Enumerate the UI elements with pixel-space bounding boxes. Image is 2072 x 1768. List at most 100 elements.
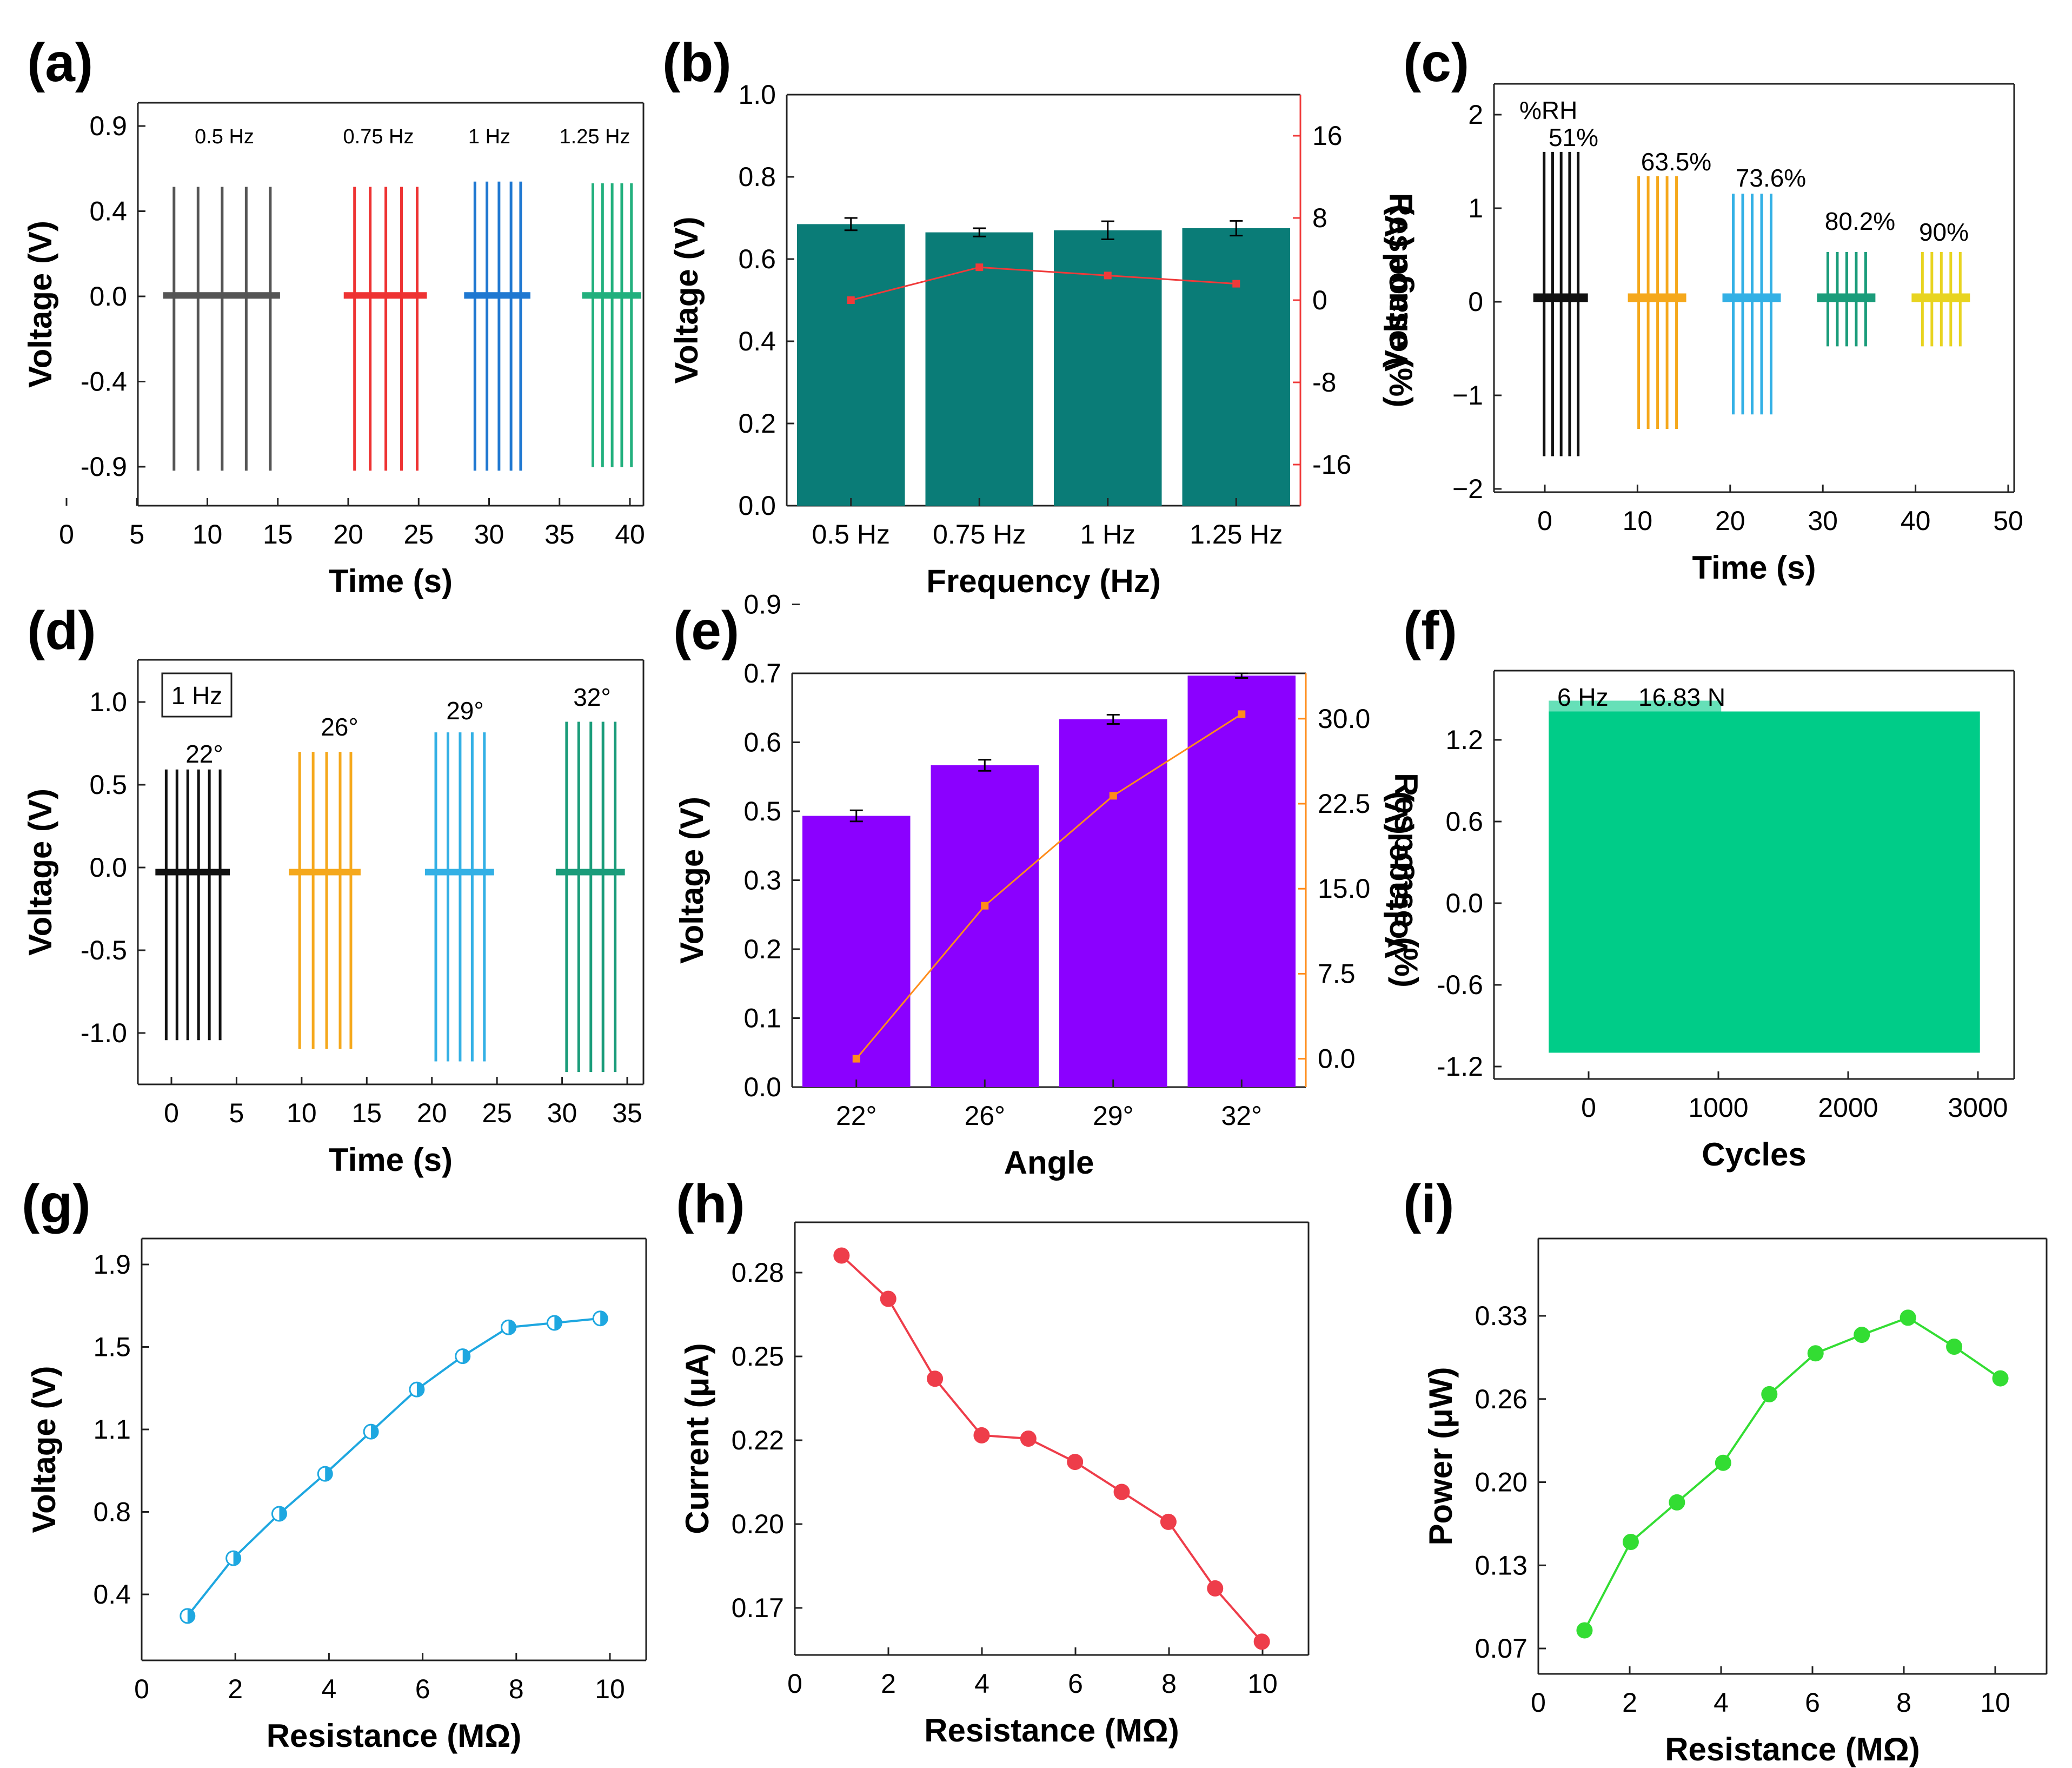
data-point (1207, 1580, 1224, 1597)
y-tick-label: 0.9 (89, 111, 127, 141)
series-22- (155, 769, 230, 1041)
y-tick-label: 0.17 (732, 1593, 784, 1623)
panel-f: (f) 0 1000 2000 3000 1.2 0.6 0.0 -0.6 -1.2 Cycles V… (1378, 600, 2015, 1173)
data-point (973, 1427, 990, 1443)
y-right-tick-label: 8 (1312, 203, 1327, 233)
y-right-tick-label: 0.0 (1318, 1044, 1356, 1074)
y-tick-label: 0.4 (93, 1579, 131, 1610)
response-point (975, 263, 984, 272)
data-point (1992, 1370, 2009, 1387)
panel-label: (b) (662, 32, 732, 93)
x-axis-title: Resistance (MΩ) (1665, 1731, 1920, 1767)
frequency-annotation: 6 Hz (1557, 683, 1609, 711)
panel-label: (e) (673, 600, 739, 661)
data-point (1067, 1454, 1084, 1471)
y-tick-label: 0.5 (89, 770, 127, 800)
data-point (1761, 1386, 1778, 1402)
series-73-6- (1722, 194, 1781, 415)
y-tick-label: 1.0 (89, 687, 127, 717)
panel-label: (c) (1403, 32, 1469, 93)
x-axis-title: Frequency (Hz) (926, 563, 1160, 599)
x-tick-label: 40 (615, 519, 645, 549)
y-tick-label: 0.25 (732, 1341, 784, 1372)
y-tick-label: −2 (1452, 474, 1483, 504)
y-tick-label: 0.3 (743, 865, 781, 896)
data-point-half (508, 1320, 516, 1335)
x-tick-label: 20 (333, 519, 363, 549)
data-point-half (187, 1608, 195, 1623)
x-tick-label: 40 (1901, 506, 1931, 536)
series-1-25-hz (582, 183, 641, 467)
x-tick-label: 5 (129, 519, 144, 549)
y-tick-label: 1 (1468, 193, 1483, 223)
x-axis-title: Time (s) (329, 1142, 453, 1178)
x-tick-label: 22° (836, 1101, 877, 1131)
panel-e: (e) 0.0 0.1 0.2 0.3 0.5 0.6 0.7 0.9 0.0 7.5 15.0 22.… (673, 590, 1424, 1181)
x-tick-label: 2 (881, 1668, 896, 1699)
x-tick-label: 2000 (1818, 1092, 1878, 1123)
y-axis-title: Voltage (V) (1378, 204, 1414, 372)
response-point (847, 296, 855, 304)
y-tick-label: 0.1 (743, 1003, 781, 1034)
x-axis-title: Angle (1004, 1144, 1094, 1181)
data-point (1113, 1484, 1130, 1500)
x-tick-label: 15 (263, 519, 293, 549)
x-tick-label: 4 (974, 1668, 989, 1699)
series-32- (555, 721, 625, 1072)
y-tick-label: 0.0 (89, 281, 127, 312)
response-line (851, 266, 1237, 301)
response-point (852, 1055, 860, 1063)
bar (1187, 676, 1296, 1087)
y-tick-label: 0.0 (738, 491, 776, 521)
x-tick-label: 2 (228, 1674, 243, 1704)
y-tick-label: 1.2 (1445, 725, 1483, 755)
response-line (855, 713, 1243, 1060)
x-tick-label: 10 (1980, 1687, 2010, 1718)
x-tick-label: 6 (1805, 1687, 1820, 1718)
x-tick-label: 0.5 Hz (812, 519, 890, 549)
bar (1054, 230, 1162, 506)
y-right-tick-label: 7.5 (1318, 958, 1356, 989)
x-axis-title: Cycles (1702, 1136, 1806, 1173)
data-point (833, 1247, 850, 1264)
humidity-annotation: 51% (1549, 123, 1598, 151)
x-tick-label: 0 (1581, 1092, 1596, 1123)
bar (931, 765, 1039, 1087)
data-point-half (233, 1551, 241, 1566)
bar (1182, 228, 1290, 506)
x-tick-label: 2 (1622, 1687, 1637, 1718)
y-right-tick-label: -8 (1312, 367, 1336, 398)
y-right-tick-label: -16 (1312, 449, 1351, 480)
bar (797, 224, 905, 506)
series-26- (289, 752, 361, 1049)
panel-h: (h) 0 2 4 6 8 10 0.28 0.25 0.22 0.20 0.17 Resistance… (676, 1174, 1310, 1749)
data-point (927, 1370, 944, 1387)
x-tick-label: 0 (787, 1668, 802, 1699)
y-tick-label: 0.6 (743, 727, 781, 758)
angle-annotation: 29° (446, 697, 484, 725)
x-tick-label: 10 (192, 519, 223, 549)
x-tick-label: 8 (509, 1674, 524, 1704)
data-point (880, 1290, 896, 1307)
legend-title: %RH (1519, 96, 1577, 124)
x-tick-label: 26° (964, 1101, 1005, 1131)
data-point-half (416, 1382, 424, 1397)
data-point (1622, 1534, 1639, 1551)
x-tick-label: 29° (1093, 1101, 1134, 1131)
frequency-annotation: 1 Hz (468, 125, 510, 148)
series-1-hz (464, 181, 530, 471)
y-right-axis-title: Response (%) (1388, 773, 1424, 988)
y-tick-label: 0.28 (732, 1257, 784, 1288)
y-tick-label: 0.9 (743, 590, 781, 620)
y-tick-label: -0.5 (81, 935, 127, 965)
x-tick-label: 30 (547, 1098, 577, 1128)
humidity-annotation: 90% (1919, 218, 1969, 246)
x-tick-label: 0 (1531, 1687, 1546, 1718)
angle-annotation: 32° (573, 683, 611, 711)
series-63-5- (1628, 176, 1686, 429)
data-point (1715, 1454, 1731, 1471)
x-tick-label: 30 (1808, 506, 1838, 536)
x-tick-label: 15 (351, 1098, 382, 1128)
bar (802, 816, 911, 1087)
